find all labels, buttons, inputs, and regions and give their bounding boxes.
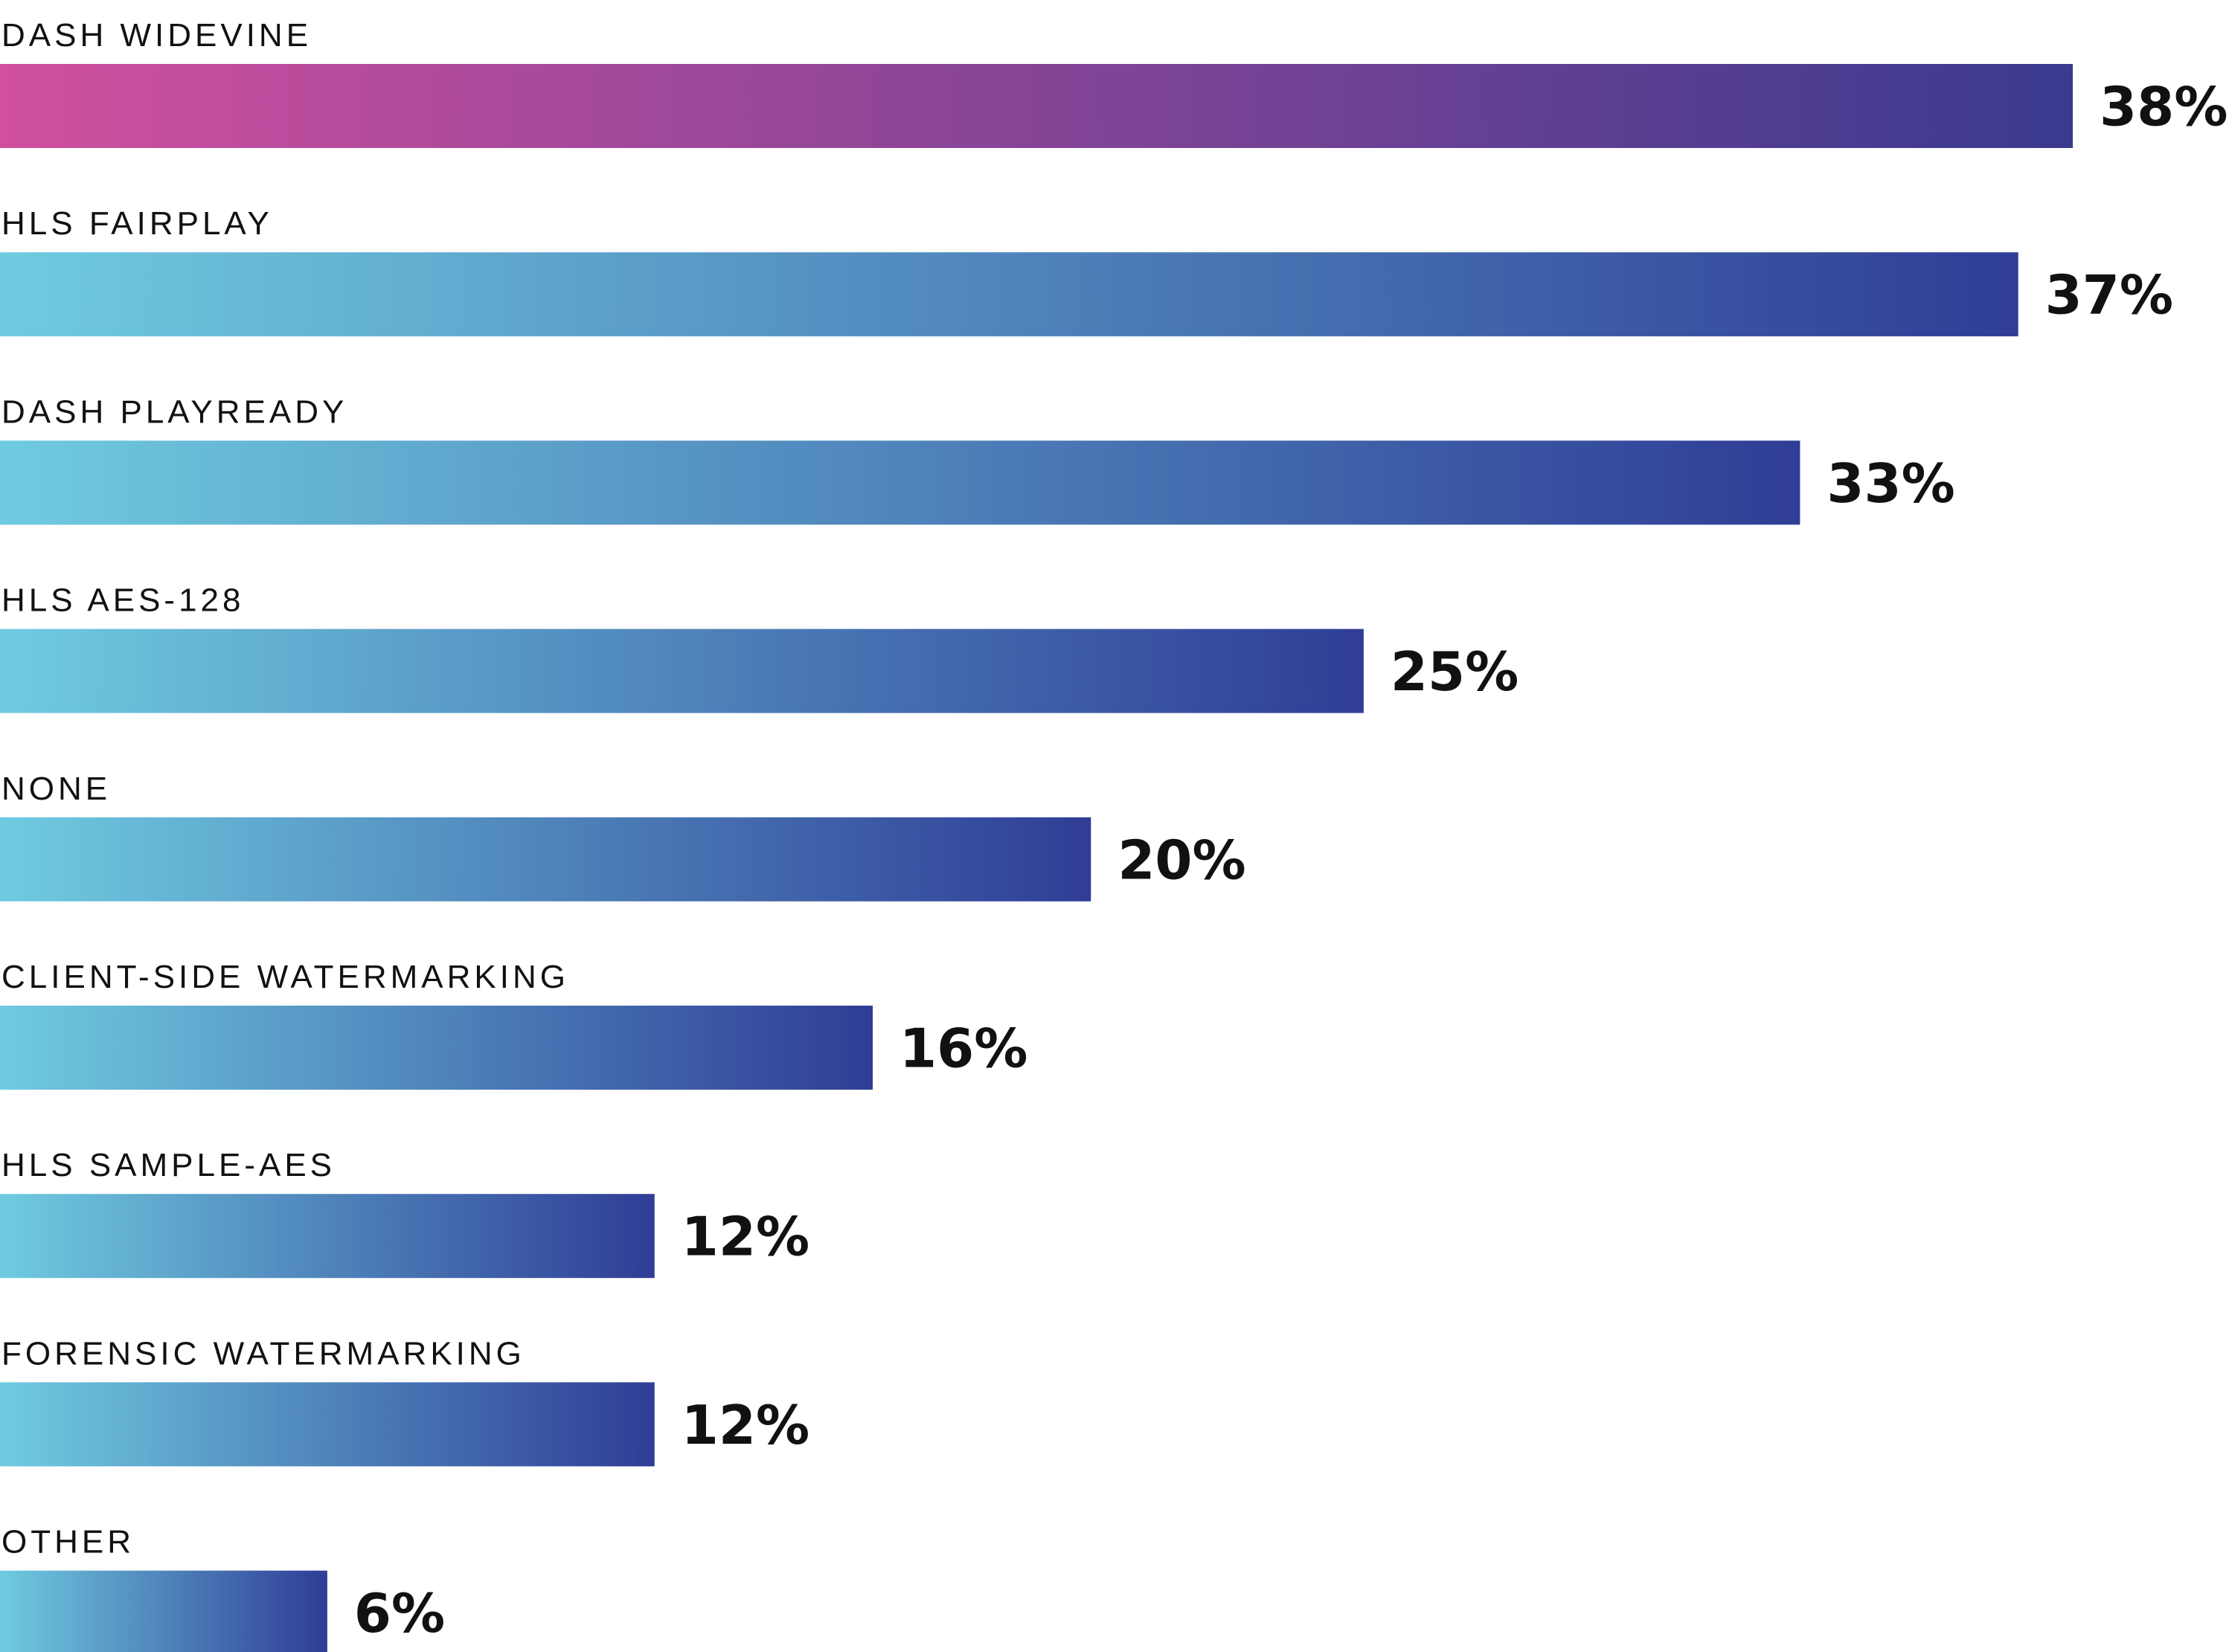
- bar-row-hls-sample-aes: HLS SAMPLE-AES 12%: [0, 1147, 809, 1279]
- bar: [0, 440, 1800, 525]
- value-label: 12%: [682, 1206, 809, 1268]
- value-label: 6%: [354, 1582, 445, 1645]
- bar: [0, 252, 2018, 337]
- bar: [0, 64, 2073, 148]
- category-label: HLS FAIRPLAY: [1, 205, 273, 242]
- category-label: FORENSIC WATERMARKING: [1, 1335, 525, 1372]
- bar: [0, 1382, 655, 1467]
- value-label: 38%: [2100, 76, 2228, 138]
- category-label: HLS SAMPLE-AES: [1, 1147, 336, 1183]
- category-label: CLIENT-SIDE WATERMARKING: [1, 959, 569, 995]
- value-label: 37%: [2045, 264, 2173, 327]
- category-label: HLS AES-128: [1, 582, 245, 619]
- value-label: 20%: [1117, 829, 1245, 891]
- bar-row-dash-playready: DASH PLAYREADY 33%: [0, 393, 1955, 525]
- value-label: 16%: [899, 1018, 1027, 1080]
- category-label: DASH WIDEVINE: [1, 17, 312, 54]
- bar-row-forensic-watermarking: FORENSIC WATERMARKING 12%: [0, 1335, 809, 1467]
- bar: [0, 817, 1091, 901]
- value-label: 12%: [682, 1394, 809, 1456]
- bar-row-hls-aes-128: HLS AES-128 25%: [0, 582, 1519, 713]
- bar-row-none: NONE 20%: [0, 771, 1246, 901]
- bar-row-dash-widevine: DASH WIDEVINE 38%: [0, 17, 2228, 148]
- bar-row-client-side-watermarking: CLIENT-SIDE WATERMARKING 16%: [0, 959, 1027, 1090]
- value-label: 25%: [1391, 640, 1519, 703]
- bar-row-hls-fairplay: HLS FAIRPLAY 37%: [0, 205, 2173, 337]
- bar: [0, 1194, 655, 1279]
- bar: [0, 1006, 873, 1090]
- bar-row-other: OTHER 6%: [0, 1524, 445, 1652]
- value-label: 33%: [1827, 452, 1954, 515]
- bars-layer: DASH WIDEVINE 38% HLS FAIRPLAY 37% DASH PLAY…: [0, 17, 2228, 1652]
- bar: [0, 629, 1364, 713]
- category-label: NONE: [1, 771, 111, 807]
- category-label: OTHER: [1, 1524, 135, 1561]
- category-label: DASH PLAYREADY: [1, 393, 347, 430]
- bar: [0, 1570, 327, 1652]
